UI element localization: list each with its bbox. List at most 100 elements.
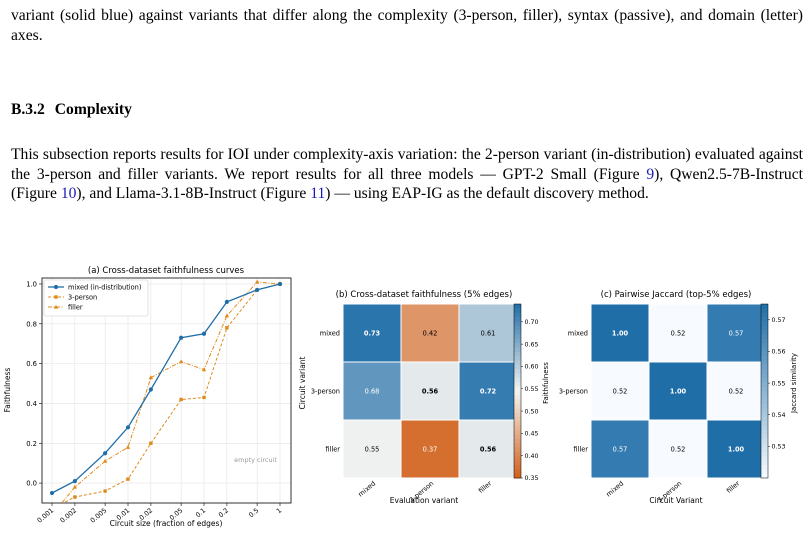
paragraph-text: ), Qwen2.5-7B-Instruct (Figure xyxy=(11,165,803,203)
legend-label: mixed (in-distribution) xyxy=(68,283,141,291)
cell-value: 0.57 xyxy=(613,445,628,453)
ytick-label: 0.8 xyxy=(26,320,37,328)
cell-value: 0.52 xyxy=(613,387,628,395)
data-point xyxy=(54,295,58,299)
colorbar-tick-label: 0.50 xyxy=(525,408,539,415)
chart-a-annotation: empty circuit xyxy=(234,456,277,464)
colorbar-segment xyxy=(514,434,521,440)
cell-value: 0.56 xyxy=(480,445,497,453)
colorbar-segment xyxy=(761,364,768,370)
colorbar-segment xyxy=(514,347,521,353)
colorbar-segment xyxy=(761,382,768,388)
heatmap-cell xyxy=(648,419,708,479)
colorbar-tick-label: 0.57 xyxy=(772,317,786,324)
colorbar-segment xyxy=(761,343,768,348)
data-point xyxy=(49,490,55,496)
chart-b-ylabel: Circuit variant xyxy=(298,356,307,409)
chart-a-legend: mixed (in-distribution) 3-person filler xyxy=(43,279,149,317)
cell-value: 0.68 xyxy=(365,387,380,395)
colorbar-segment xyxy=(514,369,521,374)
paragraph-text: This subsection reports results for IOI … xyxy=(11,146,803,183)
colorbar-segment xyxy=(761,386,768,392)
row-label: filler xyxy=(325,445,340,453)
colorbar-tick-label: 0.53 xyxy=(772,444,786,451)
chart-b-xlabel: Evaluation variant xyxy=(390,496,459,505)
colorbar-segment xyxy=(514,343,521,348)
colorbar-segment xyxy=(761,399,768,405)
body-paragraph-top: variant (solid blue) against variants th… xyxy=(11,7,803,44)
figure-ref-11[interactable]: 11 xyxy=(310,185,326,202)
heatmap-cell xyxy=(590,419,650,479)
heatmap-cell xyxy=(706,419,766,479)
colorbar-frame xyxy=(760,303,769,479)
colorbar-segment xyxy=(761,351,768,357)
series-line xyxy=(62,283,281,503)
cell-value: 0.37 xyxy=(423,445,438,453)
data-point xyxy=(254,279,260,284)
colorbar-frame xyxy=(513,303,522,479)
colorbar-segment xyxy=(761,447,768,453)
colorbar-tick-label: 0.60 xyxy=(525,364,539,371)
legend-label: filler xyxy=(68,303,83,311)
xtick-label: 0.1 xyxy=(194,506,207,519)
colorbar-segment xyxy=(514,334,521,340)
colorbar-segment xyxy=(761,321,768,327)
data-point xyxy=(72,478,77,484)
xtick-label: 0.001 xyxy=(36,506,56,524)
colorbar-tick-label: 0.54 xyxy=(772,412,786,419)
heatmap-cell xyxy=(458,303,518,363)
colorbar-segment xyxy=(514,304,521,309)
colorbar-segment xyxy=(514,464,521,470)
data-point xyxy=(53,284,59,290)
cell-value: 1.00 xyxy=(728,445,745,453)
colorbar-segment xyxy=(761,443,768,448)
col-label: filler xyxy=(477,479,494,495)
colorbar-segment xyxy=(514,443,521,448)
figure-ref-9[interactable]: 9 xyxy=(646,165,655,183)
colorbar-segment xyxy=(514,312,521,318)
colorbar-segment xyxy=(514,404,521,409)
cell-value: 1.00 xyxy=(612,329,629,337)
colorbar-tick-label: 0.70 xyxy=(525,319,539,326)
figure-ref-10[interactable]: 10 xyxy=(60,185,77,202)
data-point xyxy=(179,397,183,402)
data-point xyxy=(224,313,230,318)
xtick-label: 0.005 xyxy=(89,506,109,524)
data-point xyxy=(125,425,131,430)
heatmap-cell xyxy=(648,361,708,421)
xtick-label: 0.5 xyxy=(247,506,260,519)
data-point xyxy=(73,495,77,499)
colorbar-segment xyxy=(514,430,521,435)
colorbar-tick-label: 0.65 xyxy=(525,341,539,348)
colorbar-segment xyxy=(761,456,768,461)
colorbar-segment xyxy=(761,369,768,374)
col-label: mixed xyxy=(605,479,626,498)
colorbar-segment xyxy=(514,382,521,388)
cell-value: 0.42 xyxy=(423,329,438,337)
chart-c-xlabel: Circuit Variant xyxy=(649,496,702,505)
chart-c-title: (c) Pairwise Jaccard (top-5% edges) xyxy=(601,290,752,300)
colorbar-segment xyxy=(761,377,768,383)
colorbar-segment xyxy=(514,421,521,427)
colorbar-segment xyxy=(761,334,768,340)
heatmap-cell xyxy=(400,419,460,479)
colorbar-segment xyxy=(761,438,768,444)
section-heading: B.3.2 Complexity xyxy=(11,101,132,119)
chart-c-row-labels: mixed 3-person filler xyxy=(559,329,588,453)
colorbar-segment xyxy=(514,321,521,327)
chart-c-cells: 1.00 0.52 0.57 0.52 1.00 0.52 0.57 0.52 1.00 xyxy=(590,303,766,479)
heatmap-cell xyxy=(458,419,518,479)
colorbar-segment xyxy=(514,447,521,453)
colorbar-segment xyxy=(514,317,521,322)
colorbar-segment xyxy=(514,473,521,479)
row-label: 3-person xyxy=(311,387,340,395)
ytick-label: 0.4 xyxy=(26,400,37,408)
colorbar-segment xyxy=(514,373,521,379)
colorbar-segment xyxy=(761,356,768,361)
data-point xyxy=(125,444,131,449)
data-point xyxy=(225,326,229,330)
colorbar-tick-label: 0.55 xyxy=(772,380,786,387)
ytick-label: 1.0 xyxy=(26,280,37,288)
colorbar-segment xyxy=(761,360,768,366)
series-line xyxy=(51,283,281,494)
